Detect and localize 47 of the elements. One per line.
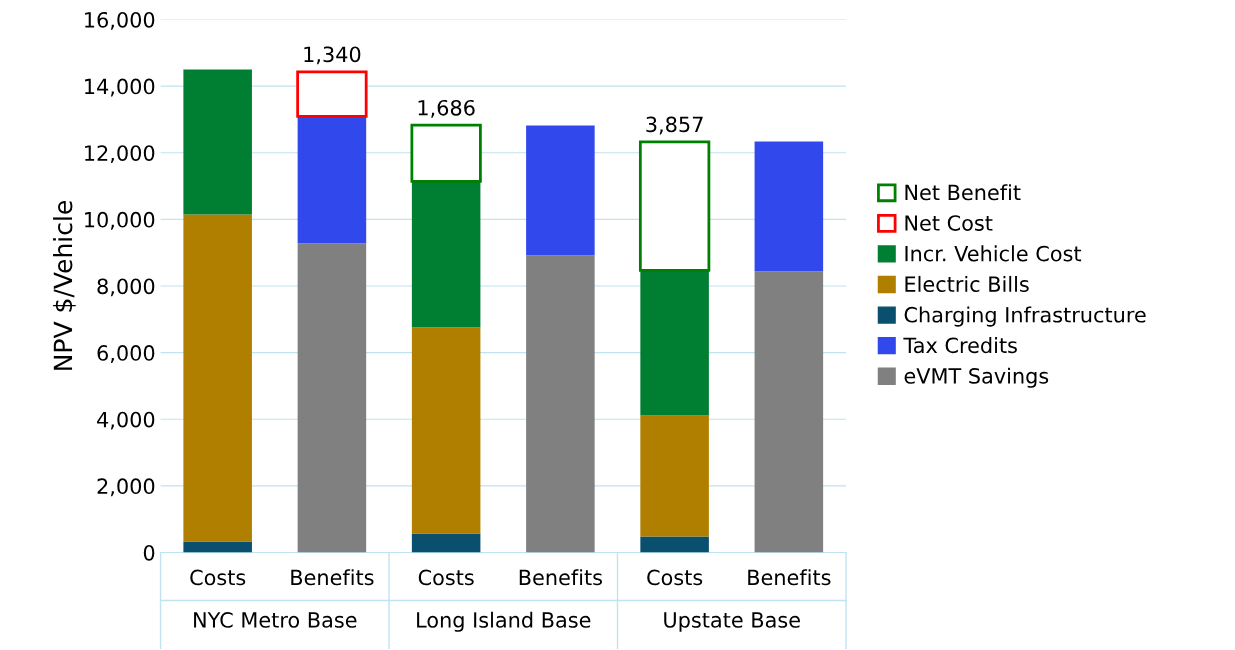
bar — [411, 533, 481, 553]
x-tick-label: Costs — [190, 569, 246, 586]
y-tick-label: 14,000 — [85, 78, 155, 97]
bar — [411, 327, 481, 534]
bar — [754, 141, 824, 272]
text: NYC Metro Base — [194, 612, 357, 628]
legend-label: Electric Bills — [905, 275, 1029, 293]
data-label: 1,340 — [304, 46, 361, 65]
y-tick-label: 2,000 — [97, 478, 155, 497]
x-tick-label: Costs — [647, 569, 703, 586]
bar — [183, 214, 252, 542]
bar — [638, 140, 711, 272]
y-tick-label: 0 — [143, 544, 155, 561]
legend-label: eVMT Savings — [904, 367, 1049, 388]
bar — [183, 541, 252, 553]
text: Long Island Base — [417, 611, 591, 632]
y-tick-label: 6,000 — [97, 345, 155, 363]
x-tick-label: Benefits — [291, 569, 374, 586]
y-tick-label: 4,000 — [97, 411, 155, 430]
bar — [640, 536, 709, 553]
data-label: 1,686 — [418, 99, 475, 118]
x-tick-label: Benefits — [748, 569, 831, 586]
bar — [411, 181, 481, 328]
data-label: 3,857 — [646, 116, 703, 135]
y-tick-label: 8,000 — [97, 278, 155, 297]
bar — [297, 116, 367, 244]
bar — [526, 255, 595, 553]
y-tick-label: 16,000 — [85, 11, 155, 30]
y-tick-label: 10,000 — [85, 211, 155, 230]
x-tick-label: Benefits — [519, 569, 602, 586]
legend-label: Incr. Vehicle Cost — [905, 245, 1082, 262]
bar — [754, 271, 824, 553]
legend-label: Tax Credits — [903, 337, 1017, 354]
bar — [410, 123, 482, 183]
bar — [640, 270, 709, 416]
bar — [297, 243, 367, 553]
bar — [526, 125, 595, 256]
legend-label: Net Cost — [905, 215, 993, 231]
legend-label: Charging Infrastructure — [904, 306, 1146, 327]
bar — [296, 70, 368, 118]
legend-label: Net Benefit — [905, 184, 1021, 201]
bar — [183, 69, 252, 215]
y-tick-label: 12,000 — [85, 145, 155, 164]
bar — [640, 415, 709, 537]
y-axis-title: NPV $/Vehicle — [53, 201, 76, 370]
text: Upstate Base — [664, 612, 800, 632]
x-tick-label: Costs — [418, 569, 474, 586]
